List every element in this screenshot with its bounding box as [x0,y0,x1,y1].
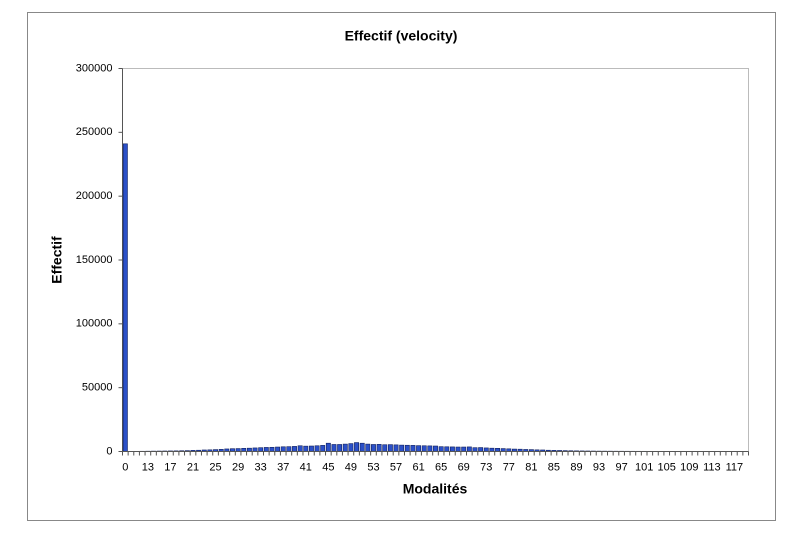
bar [354,442,359,452]
bar [297,445,303,452]
x-tick-label: 73 [480,461,492,473]
bar [269,446,275,452]
bar [410,445,416,452]
bar [376,444,382,452]
x-tick-label: 69 [458,461,470,473]
y-tick-label: 50000 [82,382,113,394]
bar [359,442,365,452]
bar [382,444,388,452]
bar [331,444,337,452]
bar [421,445,427,452]
x-tick-label: 105 [658,461,676,473]
bar [438,446,444,452]
bar [399,444,405,452]
bar [404,444,410,452]
x-tick-label: 0 [122,461,128,473]
bar [483,447,489,452]
x-tick-label: 117 [726,461,744,473]
bar [303,445,309,452]
bar [393,444,399,452]
bar [444,446,450,452]
bar [308,445,314,452]
bar [280,446,286,452]
x-tick-label: 41 [300,461,312,473]
bar [252,447,258,452]
bar [466,446,472,452]
x-tick-label: 89 [570,461,582,473]
bar [461,446,467,452]
x-tick-label: 13 [142,461,154,473]
bar [292,446,297,452]
bar [433,445,438,452]
bar [427,445,433,452]
x-tick-label: 17 [164,461,176,473]
bar [342,443,348,452]
x-tick-label: 33 [255,461,267,473]
bar [337,444,343,452]
x-tick-label: 65 [435,461,447,473]
bar [365,443,371,452]
x-tick-label: 61 [412,461,424,473]
bar [286,446,292,452]
bar [263,447,269,452]
x-tick-label: 97 [615,461,627,473]
x-tick-label: 45 [322,461,334,473]
bar [371,444,376,452]
x-tick-label: 21 [187,461,199,473]
bar [387,444,393,452]
x-tick-label: 109 [680,461,698,473]
bar [122,143,128,452]
bar [455,446,461,452]
y-tick-label: 300000 [76,62,113,74]
bar [449,446,455,452]
bar [258,447,264,452]
x-tick-label: 49 [345,461,357,473]
x-tick-label: 113 [703,461,721,473]
y-tick-label: 150000 [76,254,113,266]
x-tick-label: 37 [277,461,289,473]
y-tick-label: 100000 [76,318,113,330]
bar [348,443,354,452]
bar [478,447,484,452]
x-tick-label: 93 [593,461,605,473]
x-tick-label: 57 [390,461,402,473]
bar [314,445,320,452]
x-tick-label: 29 [232,461,244,473]
x-tick-label: 53 [367,461,379,473]
chart-title: Effectif (velocity) [345,28,458,44]
bar [472,447,478,452]
x-axis-label: Modalités [403,481,468,497]
y-tick-label: 0 [106,445,112,457]
y-tick-label: 200000 [76,190,113,202]
bar [325,442,331,452]
y-axis-label: Effectif [49,236,65,284]
x-tick-label: 25 [209,461,221,473]
x-tick-label: 101 [635,461,653,473]
y-tick-label: 250000 [76,126,113,138]
bar [416,445,422,452]
bar [320,445,326,452]
chart-frame [27,12,776,521]
bar [275,446,281,452]
x-tick-label: 85 [548,461,560,473]
x-tick-label: 81 [525,461,537,473]
x-tick-label: 77 [503,461,515,473]
